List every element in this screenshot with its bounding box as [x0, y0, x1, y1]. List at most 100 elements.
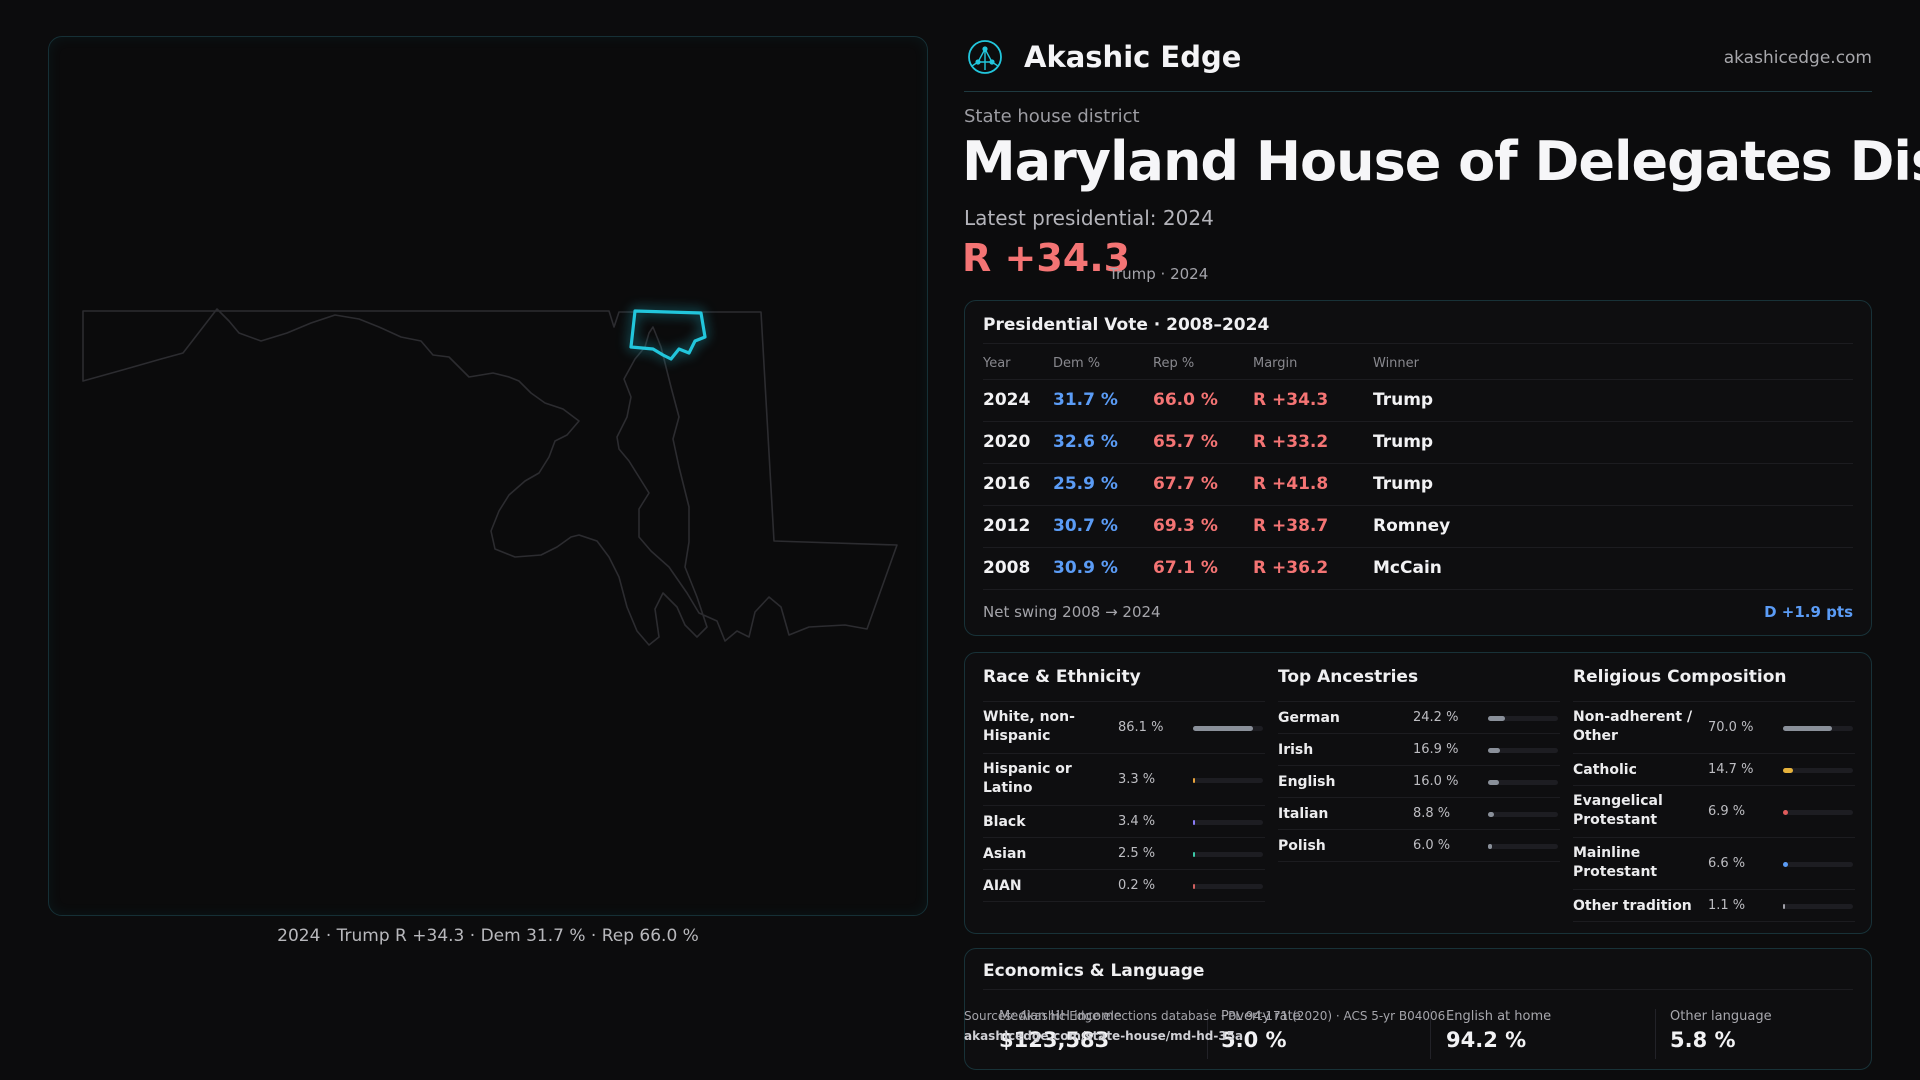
list-item: Italian 8.8 % — [1278, 798, 1560, 830]
cell-rep: 69.3 % — [1153, 505, 1253, 548]
item-bar-fill — [1193, 778, 1196, 783]
divider — [983, 701, 1265, 702]
cell-year: 2016 — [983, 463, 1053, 506]
item-bar-fill — [1193, 820, 1196, 825]
column-header-dem: Dem % — [1053, 349, 1153, 380]
district-type: State house district — [964, 106, 1140, 127]
headline-margin: R +34.3 — [962, 236, 1131, 280]
stat-other-language: Other language 5.8 % — [1670, 1009, 1870, 1052]
column-header-rep: Rep % — [1153, 349, 1253, 380]
district-35a[interactable] — [629, 309, 707, 361]
item-label: Other tradition — [1573, 898, 1692, 914]
table-row: 2016 25.9 % 67.7 % R +41.8 Trump — [983, 463, 1853, 506]
item-label: German — [1278, 710, 1340, 726]
item-label: Polish — [1278, 838, 1326, 854]
network-node-logo-icon[interactable] — [966, 38, 1004, 80]
item-value: 70.0 % — [1708, 720, 1754, 735]
stat-value: 5.0 % — [1221, 1028, 1287, 1052]
economics-title: Economics & Language — [983, 961, 1205, 981]
item-value: 24.2 % — [1413, 710, 1459, 725]
item-value: 3.4 % — [1118, 814, 1156, 829]
item-value: 6.0 % — [1413, 838, 1451, 853]
cell-rep: 67.1 % — [1153, 547, 1253, 590]
divider — [1573, 701, 1855, 702]
cell-year: 2012 — [983, 505, 1053, 548]
economics-card: Economics & Language Median HH income $1… — [964, 948, 1872, 1070]
cell-year: 2008 — [983, 547, 1053, 590]
cell-year: 2024 — [983, 379, 1053, 422]
divider — [983, 989, 1853, 990]
cell-winner: Trump — [1373, 421, 1853, 464]
list-item: White, non-Hispanic 86.1 % — [983, 702, 1265, 754]
table-header-row: Year Dem % Rep % Margin Winner — [983, 349, 1853, 380]
stat-label: Poverty rate — [1221, 1009, 1301, 1024]
table-row: 2020 32.6 % 65.7 % R +33.2 Trump — [983, 421, 1853, 464]
race-list: White, non-Hispanic 86.1 % Hispanic or Lat… — [983, 702, 1265, 902]
cell-margin: R +33.2 — [1253, 421, 1373, 464]
cell-margin: R +41.8 — [1253, 463, 1373, 506]
source-url[interactable]: akashicedge.com/state-house/md-hd-35a — [964, 1029, 1244, 1043]
table-row: 2012 30.7 % 69.3 % R +38.7 Romney — [983, 505, 1853, 548]
list-item: Mainline Protestant 6.6 % — [1573, 838, 1855, 890]
item-value: 16.0 % — [1413, 774, 1459, 789]
cell-margin: R +34.3 — [1253, 379, 1373, 422]
list-item: Hispanic or Latino 3.3 % — [983, 754, 1265, 806]
item-bar-fill — [1783, 862, 1788, 867]
item-bar-track — [1193, 820, 1263, 825]
brand-url[interactable]: akashicedge.com — [1723, 48, 1872, 68]
state-outline — [82, 308, 898, 646]
item-bar-fill — [1488, 780, 1500, 785]
religion-title: Religious Composition — [1573, 667, 1787, 687]
item-bar-fill — [1783, 768, 1794, 773]
stat-english-at-home: English at home 94.2 % — [1446, 1009, 1646, 1052]
list-item: Irish 16.9 % — [1278, 734, 1560, 766]
cell-dem: 30.7 % — [1053, 505, 1153, 548]
column-header-year: Year — [983, 349, 1053, 380]
item-bar-track — [1488, 716, 1558, 721]
item-label: Asian — [983, 846, 1027, 862]
cell-rep: 66.0 % — [1153, 379, 1253, 422]
net-swing-value: D +1.9 pts — [1764, 603, 1853, 621]
demographics-card: Race & Ethnicity White, non-Hispanic 86.1… — [964, 652, 1872, 934]
item-value: 16.9 % — [1413, 742, 1459, 757]
item-label: Black — [983, 814, 1026, 830]
item-label: Catholic — [1573, 762, 1637, 778]
item-label: Evangelical Protestant — [1573, 793, 1663, 828]
divider — [983, 343, 1853, 344]
net-swing-label: Net swing 2008 → 2024 — [983, 603, 1161, 621]
table-row: 2008 30.9 % 67.1 % R +36.2 McCain — [983, 547, 1853, 590]
headline-sub: Trump · 2024 — [1109, 265, 1209, 283]
latest-presidential: Latest presidential: 2024 — [964, 206, 1214, 230]
list-item: Asian 2.5 % — [983, 838, 1265, 870]
state-map[interactable] — [49, 37, 929, 917]
item-bar-fill — [1488, 748, 1500, 753]
item-bar-track — [1193, 778, 1263, 783]
item-value: 6.6 % — [1708, 856, 1746, 871]
brand-name[interactable]: Akashic Edge — [1024, 40, 1242, 74]
item-value: 1.1 % — [1708, 898, 1746, 913]
ancestry-list: German 24.2 % Irish 16.9 % English 16.0 % Ital… — [1278, 702, 1560, 862]
cell-winner: McCain — [1373, 547, 1853, 590]
cell-dem: 32.6 % — [1053, 421, 1153, 464]
list-item: Non-adherent / Other 70.0 % — [1573, 702, 1855, 754]
item-bar-track — [1193, 726, 1263, 731]
site-header: Akashic Edge akashicedge.com — [964, 36, 1872, 92]
divider — [1278, 701, 1560, 702]
stat-label: Other language — [1670, 1009, 1772, 1024]
list-item: Black 3.4 % — [983, 806, 1265, 838]
cell-winner: Trump — [1373, 379, 1853, 422]
source-footer: Sources: Akashic Edge elections database… — [964, 1006, 1445, 1046]
item-bar-track — [1193, 884, 1263, 889]
item-value: 2.5 % — [1118, 846, 1156, 861]
religion-list: Non-adherent / Other 70.0 % Catholic 14.7 %… — [1573, 702, 1855, 922]
item-label: Mainline Protestant — [1573, 845, 1658, 880]
cell-rep: 67.7 % — [1153, 463, 1253, 506]
table-row: 2024 31.7 % 66.0 % R +34.3 Trump — [983, 379, 1853, 422]
item-label: Hispanic or Latino — [983, 761, 1072, 796]
stat-median-income: Median HH income $123,583 — [999, 1009, 1199, 1052]
map-panel[interactable] — [48, 36, 928, 916]
item-bar-track — [1783, 768, 1853, 773]
list-item: Catholic 14.7 % — [1573, 754, 1855, 786]
divider — [1655, 1009, 1656, 1059]
cell-dem: 31.7 % — [1053, 379, 1153, 422]
